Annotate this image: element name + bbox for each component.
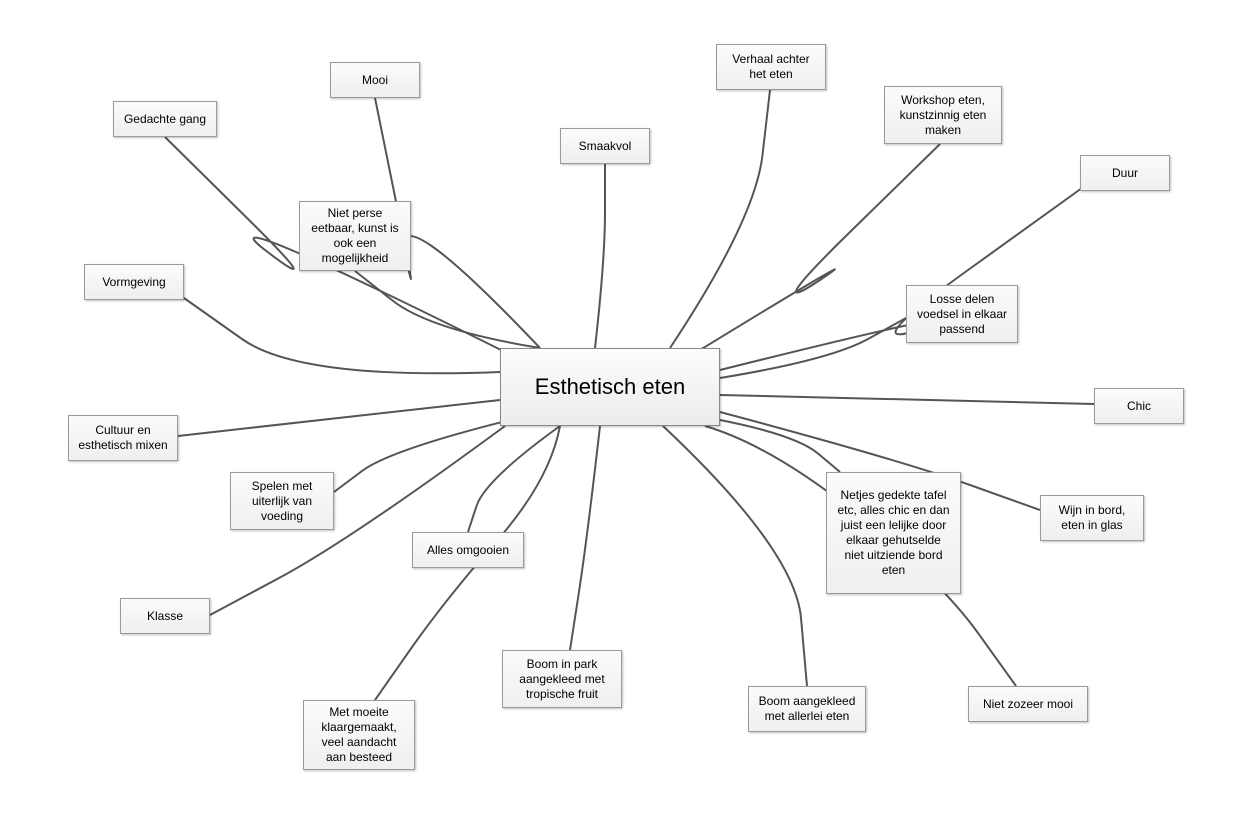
node-label-gedachte: Gedachte gang [124,112,206,127]
edge-boompark [570,426,600,650]
node-duur: Duur [1080,155,1170,191]
node-chic: Chic [1094,388,1184,424]
node-workshop: Workshop eten, kunstzinnig eten maken [884,86,1002,144]
node-label-boomall: Boom aangekleed met allerlei eten [757,694,857,724]
edge-boomall [663,426,807,686]
node-label-alles: Alles omgooien [427,543,509,558]
edge-verhaal [670,90,770,348]
edge-chic [720,395,1094,404]
center-node: Esthetisch eten [500,348,720,426]
node-label-cultuur: Cultuur en esthetisch mixen [77,423,169,453]
node-smaakvol: Smaakvol [560,128,650,164]
node-losse: Losse delen voedsel in elkaar passend [906,285,1018,343]
node-netjes: Netjes gedekte tafel etc, alles chic en … [826,472,961,594]
node-label-workshop: Workshop eten, kunstzinnig eten maken [893,93,993,138]
node-spelen: Spelen met uiterlijk van voeding [230,472,334,530]
node-label-netjes: Netjes gedekte tafel etc, alles chic en … [835,488,952,578]
node-label-nietzozer: Niet zozeer mooi [983,697,1073,712]
node-label-duur: Duur [1112,166,1138,181]
node-label-spelen: Spelen met uiterlijk van voeding [239,479,325,524]
node-cultuur: Cultuur en esthetisch mixen [68,415,178,461]
node-wijn: Wijn in bord, eten in glas [1040,495,1144,541]
node-label-klasse: Klasse [147,609,183,624]
node-alles: Alles omgooien [412,532,524,568]
node-gedachte: Gedachte gang [113,101,217,137]
node-nietzozer: Niet zozeer mooi [968,686,1088,722]
edge-cultuur [178,400,500,436]
edge-spelen [334,420,510,492]
node-label-boompark: Boom in park aangekleed met tropische fr… [511,657,613,702]
node-label-moeite: Met moeite klaargemaakt, veel aandacht a… [312,705,406,765]
node-label-vormgeving: Vormgeving [102,275,165,290]
node-label-smaakvol: Smaakvol [579,139,632,154]
node-label-losse: Losse delen voedsel in elkaar passend [915,292,1009,337]
node-boompark: Boom in park aangekleed met tropische fr… [502,650,622,708]
node-label-wijn: Wijn in bord, eten in glas [1049,503,1135,533]
node-nietperse: Niet perse eetbaar, kunst is ook een mog… [299,201,411,271]
node-label-nietperse: Niet perse eetbaar, kunst is ook een mog… [308,206,402,266]
node-mooi: Mooi [330,62,420,98]
node-label-chic: Chic [1127,399,1151,414]
node-label-mooi: Mooi [362,73,388,88]
node-label-verhaal: Verhaal achter het eten [725,52,817,82]
center-label: Esthetisch eten [535,373,685,401]
edge-nietperse [355,271,540,348]
node-klasse: Klasse [120,598,210,634]
edge-smaakvol [595,164,605,348]
node-moeite: Met moeite klaargemaakt, veel aandacht a… [303,700,415,770]
edge-duur [720,188,1082,370]
edge-vormgeving [184,298,500,373]
node-vormgeving: Vormgeving [84,264,184,300]
node-boomall: Boom aangekleed met allerlei eten [748,686,866,732]
node-verhaal: Verhaal achter het eten [716,44,826,90]
